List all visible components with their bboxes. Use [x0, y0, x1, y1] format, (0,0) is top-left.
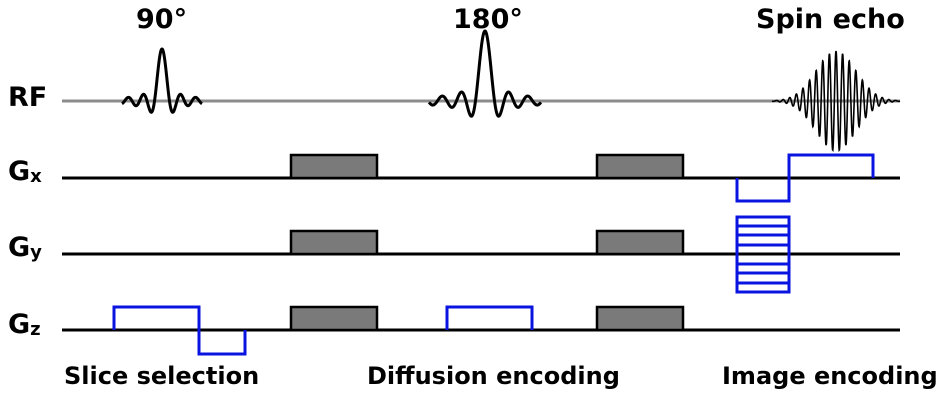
rf-180-pulse [427, 29, 543, 118]
readout-gradient [735, 153, 875, 203]
gy-main: G [8, 232, 31, 263]
gz-main: G [8, 309, 31, 340]
rf-axis-label: RF [8, 82, 48, 113]
diffusion-gz-blue-gradient [445, 305, 534, 330]
spin-echo-signal [771, 50, 901, 152]
image-encoding-label: Image encoding [722, 362, 938, 390]
gx-sub: x [30, 166, 42, 187]
gz-axis-label: Gz [8, 309, 41, 340]
gy-axis-label: Gy [8, 232, 42, 263]
diffusion-encoding-label: Diffusion encoding [367, 362, 620, 390]
slice-selection-label: Slice selection [64, 362, 260, 390]
diffusion-gz-block-1 [289, 305, 379, 332]
diffusion-gx-block-2 [595, 153, 685, 180]
pulse-180-label: 180° [453, 4, 523, 35]
gx-main: G [8, 156, 31, 187]
rf-90-pulse [121, 47, 203, 114]
phase-encoding-table [735, 215, 791, 294]
diffusion-gx-block-1 [289, 153, 379, 180]
gy-sub: y [30, 242, 42, 263]
diffusion-gy-block-1 [289, 229, 379, 256]
pulse-90-label: 90° [136, 4, 188, 35]
diffusion-gz-block-2 [595, 305, 685, 332]
spin-echo-label: Spin echo [756, 4, 905, 35]
slice-select-gradient [112, 305, 247, 356]
gx-axis-label: Gx [8, 156, 42, 187]
diffusion-gy-block-2 [595, 229, 685, 256]
gz-sub: z [30, 319, 41, 340]
